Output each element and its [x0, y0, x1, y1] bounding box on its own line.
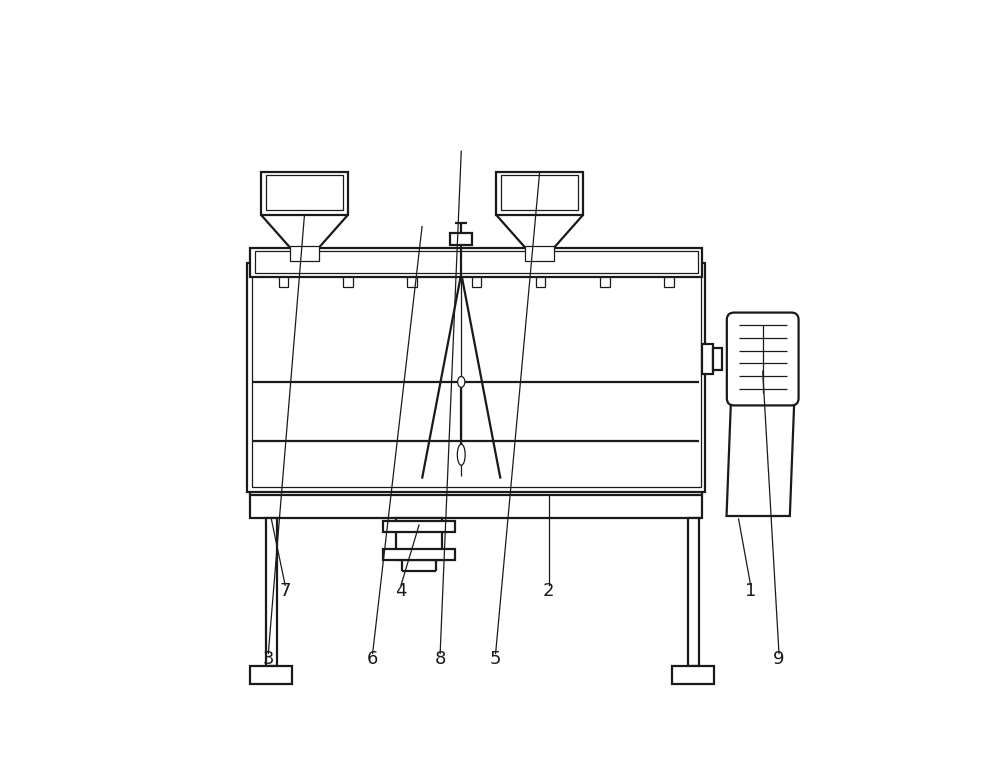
Bar	[252, 268, 701, 487]
Bar	[266, 518, 277, 666]
Text: 8: 8	[434, 651, 446, 669]
Text: 7: 7	[279, 583, 291, 601]
Bar	[496, 172, 583, 215]
FancyBboxPatch shape	[727, 312, 799, 406]
Bar	[290, 247, 319, 261]
Bar	[250, 495, 702, 518]
Ellipse shape	[457, 444, 465, 465]
Bar	[672, 666, 714, 684]
Bar	[501, 175, 578, 210]
Bar	[396, 518, 442, 560]
Bar	[536, 276, 545, 287]
Bar	[688, 518, 699, 666]
Text: 2: 2	[543, 583, 554, 601]
Text: 5: 5	[490, 651, 501, 669]
Text: 6: 6	[367, 651, 378, 669]
Bar	[525, 247, 554, 261]
Bar	[343, 276, 353, 287]
Polygon shape	[727, 399, 794, 516]
Bar	[266, 175, 343, 210]
Bar	[450, 233, 472, 244]
Bar	[383, 549, 455, 560]
Text: 9: 9	[773, 651, 785, 669]
Bar	[247, 263, 705, 492]
Bar	[279, 276, 288, 287]
Text: 4: 4	[395, 583, 407, 601]
Bar	[407, 276, 417, 287]
Bar	[713, 348, 722, 370]
Text: 1: 1	[745, 583, 756, 601]
Bar	[702, 344, 713, 374]
Bar	[261, 172, 348, 215]
Bar	[600, 276, 610, 287]
Ellipse shape	[458, 377, 465, 388]
Bar	[664, 276, 674, 287]
Bar	[383, 521, 455, 532]
Bar	[472, 276, 481, 287]
Bar	[250, 666, 292, 684]
Bar	[255, 251, 698, 273]
Text: 3: 3	[263, 651, 274, 669]
Bar	[250, 247, 702, 276]
